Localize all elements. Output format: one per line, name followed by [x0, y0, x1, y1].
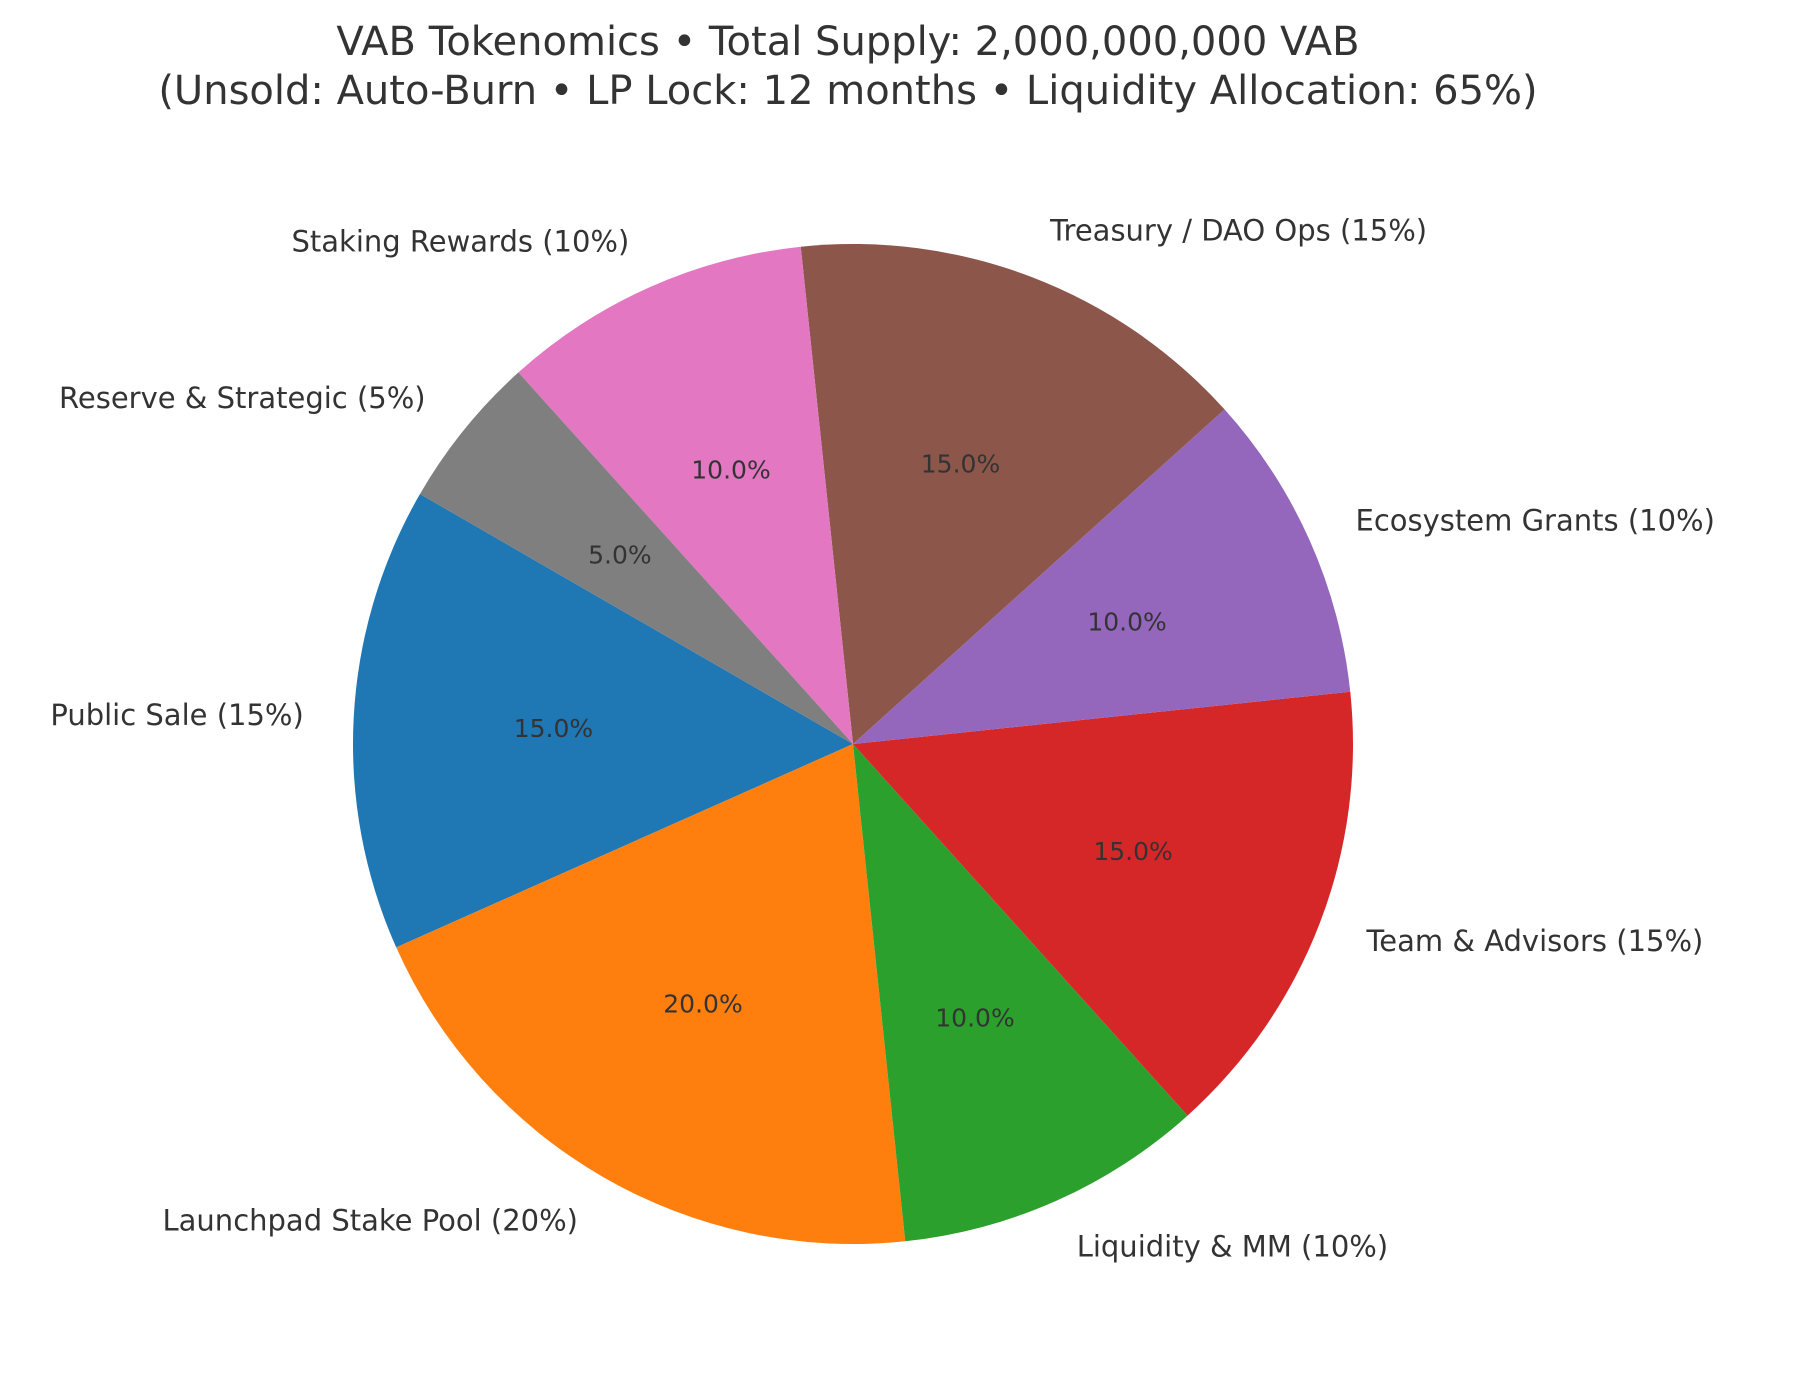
- slice-category-label: Team & Advisors (15%): [1366, 924, 1704, 958]
- slice-category-label: Staking Rewards (10%): [291, 225, 629, 259]
- chart-subtitle: (Unsold: Auto-Burn • LP Lock: 12 months …: [158, 68, 1537, 114]
- pie-slice: [853, 744, 1188, 1242]
- slice-category-label: Public Sale (15%): [50, 698, 303, 732]
- pie-slice: [853, 691, 1353, 1116]
- slice-percent-label: 15.0%: [921, 449, 1000, 478]
- chart-title: VAB Tokenomics • Total Supply: 2,000,000…: [336, 19, 1359, 65]
- pie-slice: [353, 494, 853, 948]
- pie-outer-labels: Public Sale (15%) Launchpad Stake Pool (2…: [50, 214, 1715, 1264]
- pie-slice: [396, 744, 906, 1244]
- slice-percent-label: 20.0%: [663, 989, 742, 1018]
- pie-slices: [353, 244, 1353, 1244]
- slice-category-label: Ecosystem Grants (10%): [1356, 503, 1715, 537]
- slice-percent-label: 5.0%: [588, 541, 652, 570]
- pie-slice: [800, 244, 1225, 745]
- pie-slice: [853, 409, 1351, 744]
- slice-percent-label: 15.0%: [1093, 837, 1172, 866]
- slice-percent-label: 10.0%: [1087, 608, 1166, 637]
- slice-category-label: Treasury / DAO Ops (15%): [1049, 214, 1427, 248]
- slice-category-label: Launchpad Stake Pool (20%): [163, 1203, 579, 1237]
- pie-slice: [518, 246, 853, 745]
- pie-percent-labels: 15.0% 20.0% 10.0% 15.0% 10.0% 15.0% 10.0% 5.0%: [514, 449, 1173, 1032]
- slice-percent-label: 10.0%: [935, 1004, 1014, 1033]
- slice-percent-label: 10.0%: [691, 455, 770, 484]
- slice-category-label: Reserve & Strategic (5%): [59, 381, 426, 415]
- pie-slice: [419, 372, 853, 744]
- slice-category-label: Liquidity & MM (10%): [1077, 1230, 1388, 1264]
- slice-percent-label: 15.0%: [514, 714, 593, 743]
